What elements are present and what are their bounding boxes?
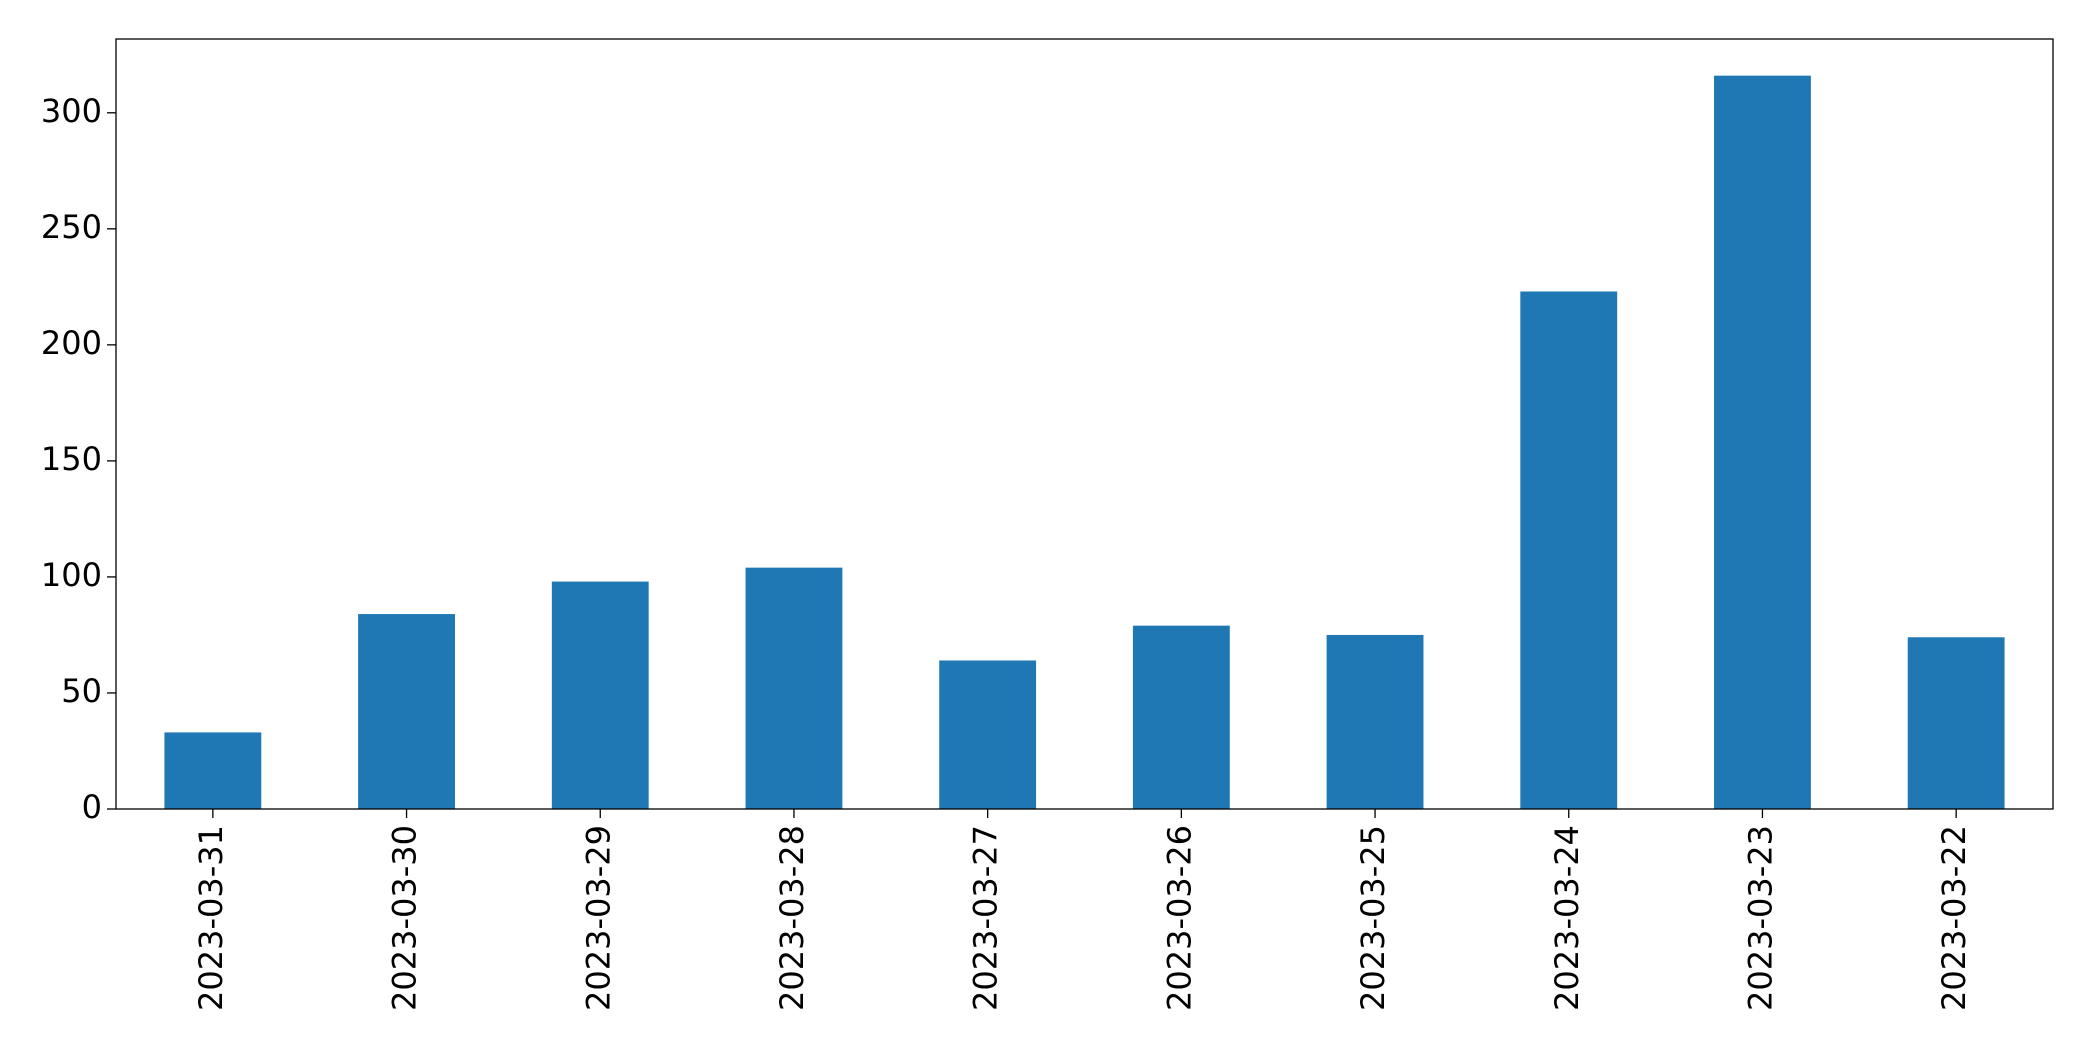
bar [1714,75,1811,809]
x-tick-label: 2023-03-25 [1354,825,1392,1011]
y-tick-label: 250 [41,208,102,246]
x-tick-label: 2023-03-27 [967,825,1005,1011]
y-tick-label: 200 [41,324,102,362]
y-tick-label: 300 [41,92,102,130]
bar [745,567,843,809]
plot-frame [115,38,2054,810]
bar [1326,634,1424,809]
x-tick-label: 2023-03-24 [1548,825,1586,1011]
bar [551,581,649,809]
x-tick-label: 2023-03-23 [1741,825,1779,1011]
y-tick-label: 0 [82,788,102,826]
x-tick-label: 2023-03-28 [773,825,811,1011]
bar [1520,291,1618,809]
x-tick-label: 2023-03-30 [386,825,424,1011]
bar [939,660,1037,809]
y-tick-label: 50 [61,672,102,710]
x-tick-label: 2023-03-31 [192,825,230,1011]
x-tick-label: 2023-03-22 [1935,825,1973,1011]
y-tick-label: 100 [41,556,102,594]
bar [1907,637,2005,809]
x-tick-label: 2023-03-29 [579,825,617,1011]
bar [164,732,262,809]
bar [1132,625,1230,809]
x-tick-label: 2023-03-26 [1160,825,1198,1011]
bar [358,614,455,809]
y-tick-label: 150 [41,440,102,478]
